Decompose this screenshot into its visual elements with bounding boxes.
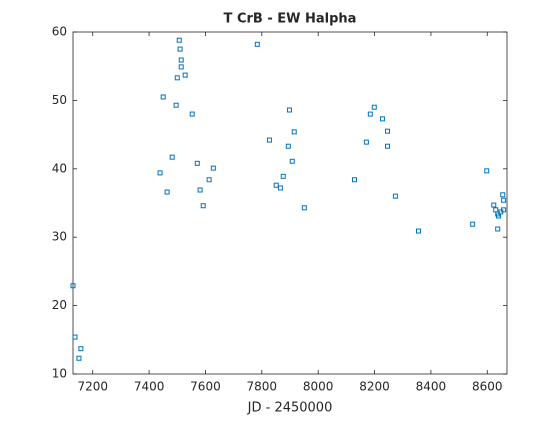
point [363,139,369,145]
x-axis-label: JD - 2450000 [247,401,333,416]
point [78,346,84,352]
point [160,94,166,100]
point [491,202,497,208]
point [416,228,422,234]
point [176,37,182,43]
point [352,177,358,183]
point [173,102,179,108]
y-tick-label: 20 [52,298,67,312]
x-tick-label: 7400 [134,380,165,394]
point [385,128,391,134]
point [289,158,295,164]
point [182,72,188,78]
point [484,168,490,174]
point [280,173,286,179]
x-tick-label: 7600 [190,380,221,394]
point [178,64,184,70]
point [501,207,507,213]
point [177,46,183,52]
y-tick-label: 30 [52,230,67,244]
point [266,137,272,143]
point [157,170,163,176]
point [70,283,76,289]
point [178,57,184,63]
x-tick-label: 8200 [359,380,390,394]
x-tick-label: 8000 [303,380,334,394]
plot-box [72,31,508,375]
chart-title: T CrB - EW Halpha [224,12,357,27]
point [273,182,279,188]
point [174,75,180,81]
y-tick-label: 10 [52,367,67,381]
point [169,154,175,160]
point [286,107,292,113]
y-tick-label: 60 [52,25,67,39]
x-tick-label: 8600 [472,380,503,394]
point [367,111,373,117]
point [254,41,260,47]
point [301,205,307,211]
x-tick-label: 8400 [416,380,447,394]
point [197,187,203,193]
point [164,189,170,195]
point [379,116,385,122]
point [194,160,200,166]
point [189,111,195,117]
point [291,129,297,135]
point [470,221,476,227]
point [76,355,82,361]
y-tick-label: 50 [52,93,67,107]
point [501,197,507,203]
point [392,193,398,199]
point [206,177,212,183]
point [385,143,391,149]
point [285,143,291,149]
point [371,104,377,110]
y-tick-label: 40 [52,161,67,175]
point [200,203,206,209]
point [210,165,216,171]
x-tick-label: 7200 [77,380,108,394]
x-tick-label: 7800 [247,380,278,394]
point [500,192,506,198]
point [277,185,283,191]
point [72,334,78,340]
point [495,226,501,232]
